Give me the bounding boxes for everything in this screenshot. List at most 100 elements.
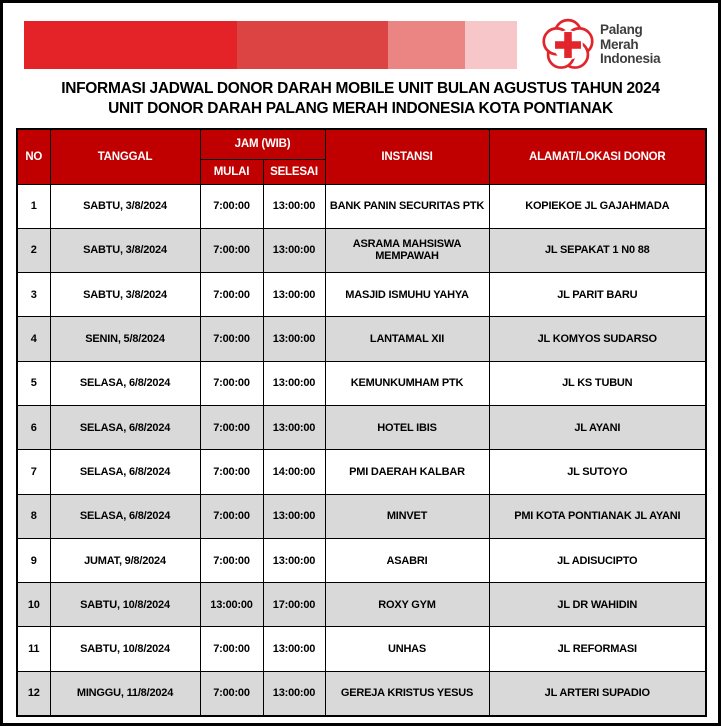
cell-alamat: JL SEPAKAT 1 N0 88 — [488, 227, 707, 274]
cell-tanggal: SABTU, 3/8/2024 — [49, 272, 201, 318]
cell-mulai: 7:00:00 — [199, 183, 264, 229]
banner-segment-3 — [388, 21, 465, 69]
page-title: INFORMASI JADWAL DONOR DARAH MOBILE UNIT… — [3, 79, 718, 119]
logo-word-merah: Merah — [600, 36, 639, 52]
table-row: 7 SELASA, 6/8/2024 7:00:00 14:00:00 PMI … — [16, 449, 707, 495]
col-header-mulai: MULAI — [199, 158, 264, 185]
cell-alamat: JL SUTOYO — [488, 449, 707, 495]
cell-tanggal: SELASA, 6/8/2024 — [49, 449, 201, 495]
cell-instansi: BANK PANIN SECURITAS PTK — [324, 183, 490, 229]
cell-selesai: 13:00:00 — [262, 272, 326, 318]
table-row: 10 SABTU, 10/8/2024 13:00:00 17:00:00 RO… — [16, 582, 707, 628]
cell-instansi: ROXY GYM — [324, 582, 490, 628]
title-line-2: UNIT DONOR DARAH PALANG MERAH INDONESIA … — [108, 100, 613, 117]
cell-no: 9 — [16, 537, 51, 584]
cell-no: 2 — [16, 227, 51, 274]
col-header-selesai: SELESAI — [262, 158, 326, 185]
cell-selesai: 17:00:00 — [262, 582, 326, 628]
pmi-logo-wordmark: Palang Merah Indonesia — [600, 22, 661, 67]
cell-instansi: UNHAS — [324, 626, 490, 672]
cell-selesai: 13:00:00 — [262, 360, 326, 406]
cell-tanggal: SELASA, 6/8/2024 — [49, 360, 201, 406]
col-header-jam: JAM (WIB) — [199, 128, 326, 160]
cell-alamat: JL REFORMASI — [488, 626, 707, 672]
cell-selesai: 13:00:00 — [262, 227, 326, 274]
cell-mulai: 7:00:00 — [199, 626, 264, 672]
cell-tanggal: MINGGU, 11/8/2024 — [49, 670, 201, 717]
cell-selesai: 13:00:00 — [262, 626, 326, 672]
banner — [24, 21, 517, 69]
table-row: 1 SABTU, 3/8/2024 7:00:00 13:00:00 BANK … — [16, 183, 707, 229]
cell-selesai: 13:00:00 — [262, 404, 326, 451]
cell-alamat: JL KS TUBUN — [488, 360, 707, 406]
cell-no: 5 — [16, 360, 51, 406]
col-header-tanggal: TANGGAL — [49, 128, 201, 185]
table-row: 8 SELASA, 6/8/2024 7:00:00 13:00:00 MINV… — [16, 493, 707, 539]
banner-segment-4 — [465, 21, 517, 69]
table-row: 3 SABTU, 3/8/2024 7:00:00 13:00:00 MASJI… — [16, 272, 707, 318]
cell-mulai: 7:00:00 — [199, 272, 264, 318]
title-line-1: INFORMASI JADWAL DONOR DARAH MOBILE UNIT… — [61, 80, 660, 97]
cell-no: 1 — [16, 183, 51, 229]
cell-alamat: KOPIEKOE JL GAJAHMADA — [488, 183, 707, 229]
col-header-instansi: INSTANSI — [324, 128, 490, 185]
cell-no: 4 — [16, 316, 51, 362]
cell-mulai: 7:00:00 — [199, 449, 264, 495]
cell-tanggal: SENIN, 5/8/2024 — [49, 316, 201, 362]
table-row: 2 SABTU, 3/8/2024 7:00:00 13:00:00 ASRAM… — [16, 227, 707, 274]
cell-alamat: JL ADISUCIPTO — [488, 537, 707, 584]
cell-tanggal: SELASA, 6/8/2024 — [49, 404, 201, 451]
cell-no: 11 — [16, 626, 51, 672]
cell-instansi: GEREJA KRISTUS YESUS — [324, 670, 490, 717]
cell-tanggal: SABTU, 10/8/2024 — [49, 582, 201, 628]
cell-instansi: MINVET — [324, 493, 490, 539]
cell-instansi: ASRAMA MAHSISWA MEMPAWAH — [324, 227, 490, 274]
table-row: 9 JUMAT, 9/8/2024 7:00:00 13:00:00 ASABR… — [16, 537, 707, 584]
cell-mulai: 7:00:00 — [199, 670, 264, 717]
cell-no: 10 — [16, 582, 51, 628]
cell-selesai: 14:00:00 — [262, 449, 326, 495]
cell-no: 12 — [16, 670, 51, 717]
logo-word-palang: Palang — [600, 22, 643, 38]
cell-alamat: JL DR WAHIDIN — [488, 582, 707, 628]
schedule-table: NO TANGGAL JAM (WIB) INSTANSI ALAMAT/LOK… — [16, 128, 708, 717]
cell-mulai: 13:00:00 — [199, 582, 264, 628]
cell-no: 8 — [16, 493, 51, 539]
logo-word-indonesia: Indonesia — [600, 51, 661, 67]
cell-tanggal: SABTU, 3/8/2024 — [49, 183, 201, 229]
table-row: 11 SABTU, 10/8/2024 7:00:00 13:00:00 UNH… — [16, 626, 707, 672]
cell-mulai: 7:00:00 — [199, 493, 264, 539]
cell-instansi: MASJID ISMUHU YAHYA — [324, 272, 490, 318]
cell-no: 6 — [16, 404, 51, 451]
cell-instansi: LANTAMAL XII — [324, 316, 490, 362]
cell-no: 7 — [16, 449, 51, 495]
table-row: 6 SELASA, 6/8/2024 7:00:00 13:00:00 HOTE… — [16, 404, 707, 451]
banner-segment-2 — [237, 21, 388, 69]
cell-selesai: 13:00:00 — [262, 493, 326, 539]
cell-mulai: 7:00:00 — [199, 316, 264, 362]
cell-alamat: PMI KOTA PONTIANAK JL AYANI — [488, 493, 707, 539]
pmi-logo: Palang Merah Indonesia — [541, 18, 661, 72]
cell-alamat: JL AYANI — [488, 404, 707, 451]
cell-instansi: KEMUNKUMHAM PTK — [324, 360, 490, 406]
cell-selesai: 13:00:00 — [262, 183, 326, 229]
pmi-flower-cross-icon — [542, 18, 594, 69]
cell-alamat: JL ARTERI SUPADIO — [488, 670, 707, 717]
cell-selesai: 13:00:00 — [262, 537, 326, 584]
banner-segment-1 — [24, 21, 237, 69]
cell-mulai: 7:00:00 — [199, 227, 264, 274]
cell-selesai: 13:00:00 — [262, 670, 326, 717]
cell-tanggal: SELASA, 6/8/2024 — [49, 493, 201, 539]
cell-instansi: ASABRI — [324, 537, 490, 584]
cell-mulai: 7:00:00 — [199, 404, 264, 451]
cell-mulai: 7:00:00 — [199, 360, 264, 406]
cell-alamat: JL KOMYOS SUDARSO — [488, 316, 707, 362]
cell-no: 3 — [16, 272, 51, 318]
table-row: 4 SENIN, 5/8/2024 7:00:00 13:00:00 LANTA… — [16, 316, 707, 362]
cell-selesai: 13:00:00 — [262, 316, 326, 362]
col-header-no: NO — [16, 128, 51, 185]
cell-alamat: JL PARIT BARU — [488, 272, 707, 318]
table-row: 5 SELASA, 6/8/2024 7:00:00 13:00:00 KEMU… — [16, 360, 707, 406]
cell-mulai: 7:00:00 — [199, 537, 264, 584]
